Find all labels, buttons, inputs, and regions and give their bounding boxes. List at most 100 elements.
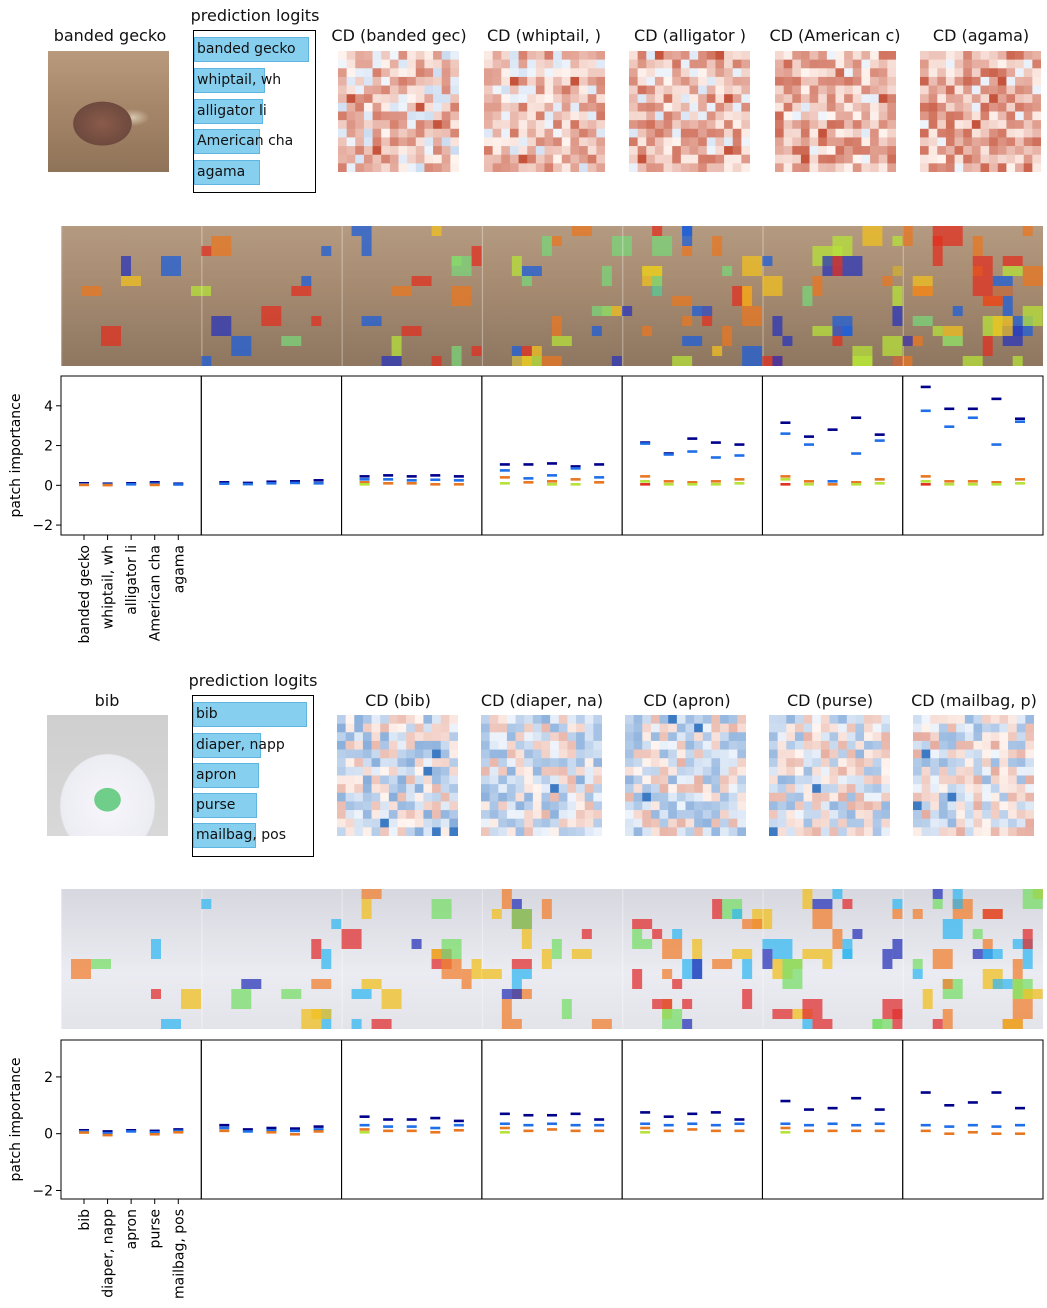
heatmap-cell <box>826 51 836 60</box>
heatmap-cell <box>633 784 643 794</box>
heatmap-cell <box>777 758 787 768</box>
heatmap-cell <box>769 818 778 828</box>
heatmap-cell <box>481 810 490 820</box>
patch-mark <box>682 226 693 236</box>
heatmap-cell <box>576 784 586 794</box>
heatmap-cell <box>544 59 554 69</box>
heatmap-cell <box>1016 723 1026 733</box>
heatmap-cell <box>561 94 571 104</box>
heatmap-cell <box>881 775 890 785</box>
patch-mark <box>852 346 873 366</box>
patch-mark <box>742 919 763 929</box>
heatmap-cell <box>570 102 580 112</box>
heatmap-cell <box>362 801 372 811</box>
heatmap-cell <box>947 810 957 820</box>
patch-mark <box>361 899 372 919</box>
patch-mark <box>962 356 983 366</box>
patch-mark <box>1002 1019 1023 1029</box>
heatmap-cell <box>698 137 708 147</box>
heatmap-cell <box>777 775 787 785</box>
patch-mark <box>431 899 452 919</box>
patch-mark <box>471 959 482 979</box>
heatmap-cell <box>553 128 563 138</box>
heatmap-cell <box>381 120 391 130</box>
heatmap-cell <box>676 715 686 724</box>
heatmap-cell <box>433 137 443 147</box>
heatmap-cell <box>775 163 784 172</box>
heatmap-cell <box>737 827 746 836</box>
importance-dash <box>102 483 113 487</box>
heatmap-cell <box>937 59 947 69</box>
heatmap-cell <box>964 775 974 785</box>
importance-dash <box>827 1122 838 1126</box>
heatmap-cell <box>1032 111 1041 121</box>
heatmap-cell <box>769 740 778 750</box>
patch-mark <box>451 346 462 366</box>
heatmap-cell <box>870 146 880 156</box>
heatmap-cell <box>532 784 542 794</box>
heatmap-cell <box>346 154 356 164</box>
heatmap-cell <box>579 94 589 104</box>
patch-mark <box>521 356 542 366</box>
importance-dash <box>313 1128 324 1131</box>
heatmap-cell <box>728 758 738 768</box>
heatmap-cell <box>524 715 534 724</box>
heatmap-cell <box>846 775 856 785</box>
patch-mark <box>511 909 532 929</box>
heatmap-cell <box>937 68 947 78</box>
heatmap-cell <box>506 801 516 811</box>
importance-dash <box>383 478 394 481</box>
importance-dash <box>851 483 862 486</box>
importance-dash <box>874 439 885 442</box>
heatmap-cell <box>646 154 656 164</box>
heatmap-cell <box>596 85 605 95</box>
importance-dash <box>290 1132 300 1136</box>
heatmap-cell <box>389 137 399 147</box>
heatmap-cell <box>954 94 964 104</box>
heatmap-cell <box>406 715 416 724</box>
heatmap-cell <box>558 715 568 724</box>
heatmap-cell <box>997 68 1007 78</box>
panel-separator <box>622 226 624 366</box>
importance-dash <box>804 1123 814 1127</box>
heatmap-cell <box>835 128 845 138</box>
heatmap-cell <box>489 784 499 794</box>
patch-mark <box>892 266 903 276</box>
heatmap-cell <box>1006 154 1016 164</box>
heatmap-cell <box>1023 59 1033 69</box>
heatmap-cell <box>846 810 856 820</box>
heatmap-cell <box>945 59 955 69</box>
heatmap-cell <box>424 146 434 156</box>
heatmap-cell <box>954 85 964 95</box>
heatmap-cell <box>354 810 364 820</box>
heatmap-cell <box>584 801 594 811</box>
heatmap-cell <box>527 85 537 95</box>
heatmap-cell <box>844 85 854 95</box>
heatmap-cell <box>963 154 973 164</box>
patch-mark <box>722 266 733 276</box>
patch-mark <box>1002 256 1023 266</box>
heatmap-cell <box>973 801 983 811</box>
heatmap-cell <box>363 59 373 69</box>
heatmap-cell <box>838 827 848 836</box>
heatmap-cell <box>928 94 938 104</box>
heatmap-cell <box>415 102 425 112</box>
heatmap-cell <box>576 827 586 836</box>
heatmap-cell <box>775 120 784 130</box>
heatmap-cell <box>702 749 712 759</box>
heatmap-cell <box>440 766 450 776</box>
heatmap-cell <box>567 827 577 836</box>
heatmap-cell <box>689 137 699 147</box>
heatmap-cell <box>938 766 948 776</box>
heatmap-cell <box>835 85 845 95</box>
heatmap-cell <box>337 740 346 750</box>
importance-dash <box>570 1129 581 1133</box>
heatmap-cell <box>694 801 704 811</box>
heatmap-cell <box>501 59 511 69</box>
x-tick-label: banded gecko <box>77 545 93 644</box>
heatmap-cell <box>1023 137 1033 147</box>
heatmap-cell <box>1032 59 1041 69</box>
heatmap-cell <box>509 154 519 164</box>
heatmap-cell <box>354 758 364 768</box>
patch-mark <box>391 336 402 356</box>
